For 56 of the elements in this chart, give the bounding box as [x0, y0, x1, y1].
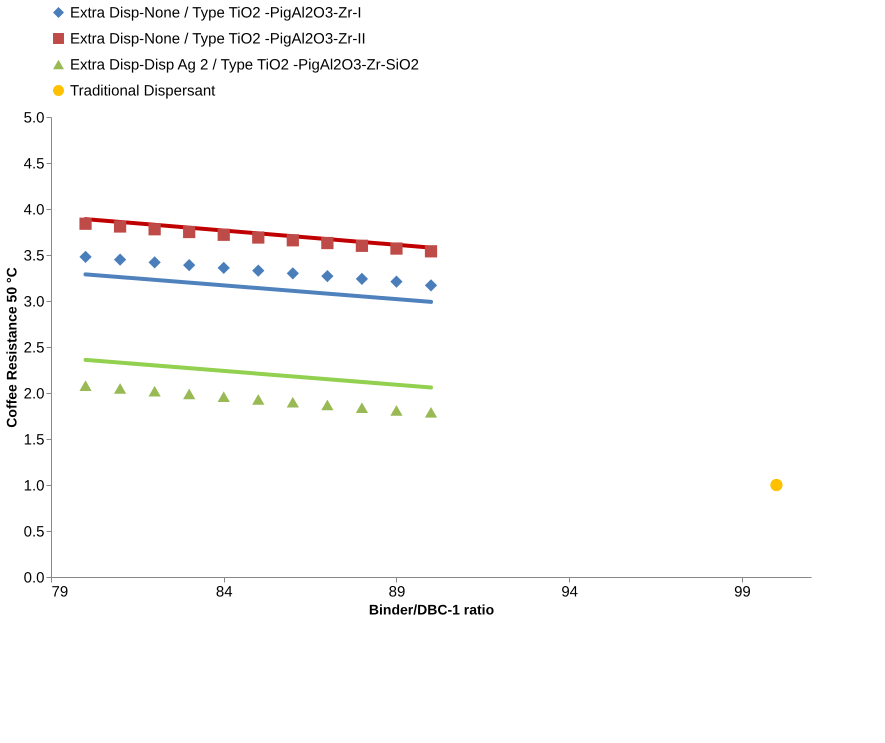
legend-label: Extra Disp-None / Type TiO2 -PigAl2O3-Zr-I — [70, 4, 362, 22]
y-tick-label: 1.5 — [24, 432, 44, 448]
point — [148, 386, 161, 396]
y-tick-label: 2.5 — [24, 340, 44, 356]
point — [79, 250, 92, 263]
y-tick-label: 4.0 — [24, 202, 44, 218]
point — [218, 228, 230, 241]
point — [218, 262, 230, 274]
x-tick-label: 99 — [734, 584, 751, 600]
y-axis-title: Coffee Resistance 50 °C — [4, 267, 20, 428]
x-tick-label: 94 — [561, 584, 578, 600]
x-tick-label: 79 — [52, 584, 68, 600]
point — [770, 478, 783, 492]
x-tick-label: 89 — [388, 584, 406, 600]
y-tick-label: 3.5 — [24, 248, 44, 264]
point — [183, 226, 196, 238]
point — [356, 402, 368, 414]
point — [424, 245, 438, 258]
point — [252, 264, 264, 277]
y-tick-label: 0.5 — [24, 524, 44, 540]
y-tick-label: 2.0 — [24, 386, 44, 402]
y-tick-label: 0.0 — [24, 570, 44, 586]
y-tick-label: 4.5 — [24, 156, 44, 172]
point — [424, 407, 438, 418]
point — [390, 276, 403, 288]
legend-label: Traditional Dispersant — [70, 82, 216, 100]
point — [321, 400, 334, 410]
point — [79, 380, 92, 391]
point — [183, 388, 196, 400]
point — [148, 256, 161, 268]
point — [148, 223, 161, 236]
legend-label: Extra Disp-None / Type TiO2 -PigAl2O3-Zr-II — [70, 30, 366, 48]
x-axis-title: Binder/DBC-1 ratio — [368, 602, 494, 618]
point — [183, 258, 196, 272]
y-tick-label: 5.0 — [24, 110, 44, 126]
point — [286, 396, 299, 408]
x-tick-label: 84 — [216, 584, 233, 600]
point — [79, 218, 92, 230]
point — [390, 242, 403, 255]
point — [114, 253, 126, 266]
point — [252, 394, 264, 405]
point — [252, 231, 264, 244]
point — [286, 234, 299, 246]
point — [286, 267, 299, 280]
y-tick-label: 3.0 — [24, 294, 44, 310]
point — [424, 279, 438, 292]
point — [114, 220, 126, 233]
point — [356, 272, 368, 286]
y-tick-label: 1.0 — [24, 478, 44, 494]
point — [356, 240, 368, 252]
point — [114, 383, 126, 394]
point — [390, 405, 403, 416]
point — [218, 391, 230, 402]
point — [321, 236, 334, 250]
point — [321, 270, 334, 282]
legend-label: Extra Disp-Disp Ag 2 / Type TiO2 -PigAl2O3-Zr-SiO2 — [70, 56, 420, 74]
